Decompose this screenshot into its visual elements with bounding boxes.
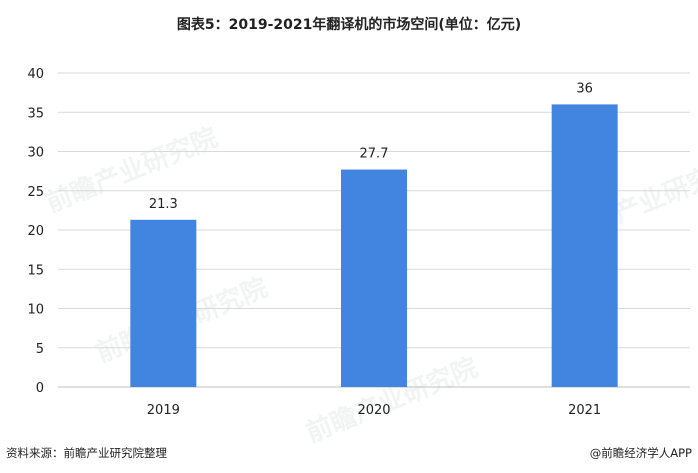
data-label: 36: [576, 81, 593, 96]
y-tick-label: 40: [27, 67, 44, 82]
bar: [130, 219, 197, 387]
y-tick-label: 10: [27, 303, 44, 318]
y-tick-label: 15: [27, 263, 44, 278]
y-tick-label: 0: [36, 381, 44, 396]
y-tick-label: 5: [36, 342, 44, 357]
x-tick-label: 2019: [147, 403, 180, 418]
chart-title: 图表5：2019-2021年翻译机的市场空间(单位：亿元): [176, 17, 522, 33]
source-note: 资料来源：前瞻产业研究院整理: [6, 446, 167, 460]
x-tick-label: 2021: [568, 403, 601, 418]
y-tick-label: 25: [27, 185, 44, 200]
bar: [551, 104, 618, 388]
x-tick-label: 2020: [357, 403, 390, 418]
credit-note: @前瞻经济学人APP: [589, 446, 692, 460]
y-tick-label: 20: [27, 224, 44, 239]
bar: [341, 169, 407, 387]
data-label: 21.3: [149, 197, 178, 212]
data-label: 27.7: [360, 147, 389, 162]
y-tick-label: 30: [27, 146, 44, 161]
y-tick-label: 35: [27, 106, 44, 121]
